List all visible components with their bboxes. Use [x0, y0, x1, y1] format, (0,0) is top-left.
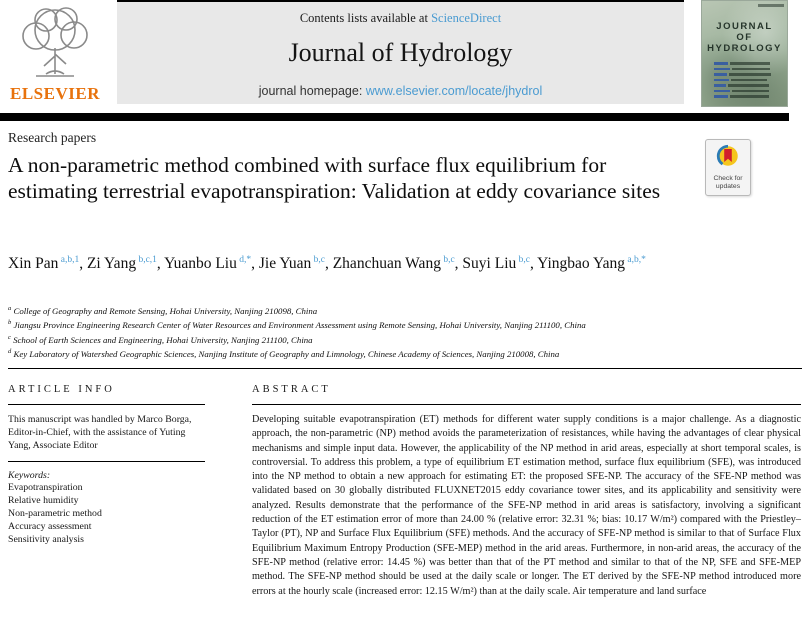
cover-editor-row [713, 67, 776, 70]
homepage-prefix: journal homepage: [258, 84, 366, 98]
homepage-line: journal homepage: www.elsevier.com/locat… [117, 84, 684, 98]
journal-cover-thumbnail[interactable]: JOURNAL OF HYDROLOGY [701, 0, 788, 107]
elsevier-wordmark: ELSEVIER [10, 84, 100, 103]
check-for-updates-label: Check for updates [713, 175, 743, 190]
affiliation-list: a College of Geography and Remote Sensin… [8, 303, 788, 361]
keyword: Relative humidity [8, 495, 79, 506]
author-list: Xin Pan a,b,1, Zi Yang b,c,1, Yuanbo Liu… [8, 255, 646, 273]
paper-title: A non-parametric method combined with su… [8, 153, 661, 203]
author: Zhanchuan Wang b,c [332, 255, 455, 273]
journal-title: Journal of Hydrology [288, 38, 513, 67]
elsevier-tree-icon [22, 7, 88, 77]
keyword: Evapotranspiration [8, 482, 83, 493]
abstract-column: ABSTRACT Developing suitable evapotransp… [252, 384, 801, 599]
article-info-heading: ARTICLE INFO [8, 384, 205, 405]
article-info-column: ARTICLE INFO This manuscript was handled… [8, 384, 205, 546]
cover-editor-row [713, 73, 776, 76]
keyword: Non-parametric method [8, 508, 102, 519]
handled-by-note: This manuscript was handled by Marco Bor… [8, 413, 205, 462]
keyword: Accuracy assessment [8, 521, 92, 532]
affiliation: a College of Geography and Remote Sensin… [8, 305, 318, 316]
abstract-text: Developing suitable evapotranspiration (… [252, 414, 801, 597]
article-type-label: Research papers [8, 130, 97, 145]
cover-editor-lines [713, 62, 776, 98]
affiliation: d Key Laboratory of Watershed Geographic… [8, 348, 560, 360]
cover-editor-row [713, 95, 776, 98]
author: Yuanbo Liu d,* [164, 255, 252, 273]
check-for-updates-icon [716, 144, 738, 166]
cover-editor-row [713, 84, 776, 87]
cover-editor-row [713, 89, 776, 92]
author: Suyi Liu b,c [462, 255, 530, 273]
abstract-heading: ABSTRACT [252, 384, 801, 405]
check-for-updates-badge[interactable]: Check for updates [705, 139, 751, 196]
keywords-list: Evapotranspiration Relative humidity Non-p… [8, 481, 205, 546]
section-divider-rule [8, 368, 802, 369]
cover-editor-row [713, 78, 776, 81]
cover-editor-row [713, 62, 776, 65]
journal-header: Contents lists available at ScienceDirec… [117, 0, 684, 104]
affiliation: c School of Earth Sciences and Engineeri… [8, 333, 313, 345]
author: Zi Yang b,c,1 [86, 255, 157, 273]
header-divider-bar [0, 113, 789, 121]
keywords-label: Keywords: [8, 470, 51, 481]
keyword: Sensitivity analysis [8, 534, 84, 545]
author: Jie Yuan b,c [258, 255, 325, 273]
sciencedirect-link[interactable]: ScienceDirect [431, 11, 502, 25]
contents-prefix: Contents lists available at [299, 11, 432, 25]
elsevier-logo[interactable]: ELSEVIER [8, 4, 102, 106]
cover-issue-info [758, 4, 784, 7]
journal-homepage-link[interactable]: www.elsevier.com/locate/jhydrol [365, 84, 543, 98]
cover-journal-title: JOURNAL OF HYDROLOGY [707, 21, 782, 54]
contents-line: Contents lists available at ScienceDirec… [117, 11, 684, 26]
author: Yingbao Yang a,b,* [537, 255, 646, 273]
author: Xin Pan a,b,1 [8, 255, 80, 273]
affiliation: b Jiangsu Province Engineering Research … [8, 319, 586, 331]
